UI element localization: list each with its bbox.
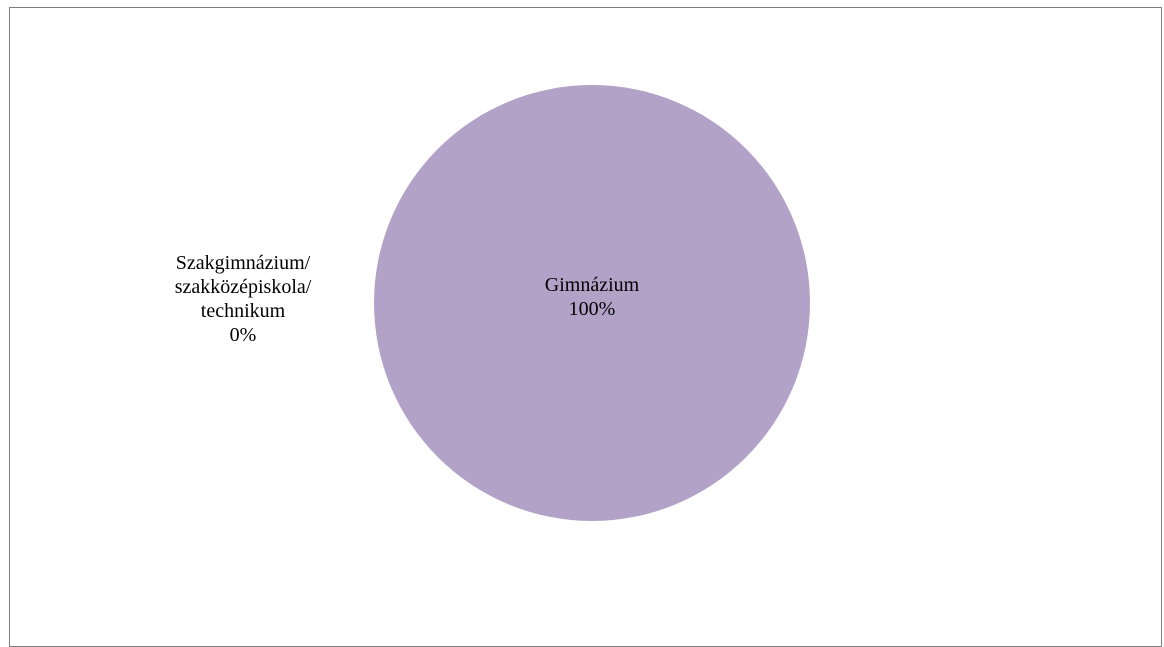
slice-label-0: Gimnázium 100% bbox=[545, 274, 640, 320]
pie-chart: Gimnázium 100% Szakgimnázium/szakközépisko… bbox=[175, 85, 810, 521]
slice-category-line: szakközépiskola/ bbox=[175, 276, 312, 298]
slice-percent: 100% bbox=[569, 298, 616, 320]
slice-label-1: Szakgimnázium/szakközépiskola/technikum 0… bbox=[175, 252, 312, 346]
pie-slice-0 bbox=[374, 85, 810, 521]
slice-category-line: Gimnázium bbox=[545, 274, 640, 296]
slices-layer bbox=[374, 85, 810, 521]
slice-category-line: Szakgimnázium/ bbox=[176, 252, 311, 274]
slice-percent: 0% bbox=[230, 324, 257, 346]
slice-category-line: technikum bbox=[201, 300, 286, 322]
labels-layer: Gimnázium 100% Szakgimnázium/szakközépisko… bbox=[175, 252, 640, 346]
